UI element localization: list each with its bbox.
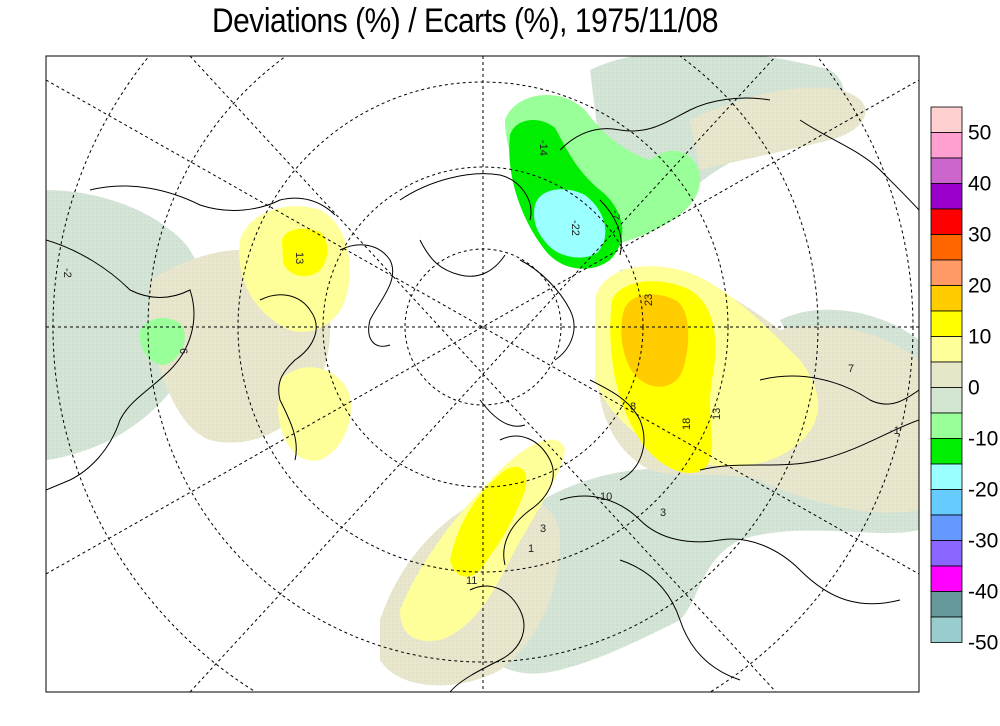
- contour-label: -22: [569, 220, 581, 236]
- legend-swatch: [930, 540, 963, 567]
- field-plus20-orange: [621, 294, 689, 387]
- legend-swatch: [930, 361, 963, 388]
- legend-tick-label: 10: [968, 326, 991, 349]
- legend-tick-label: 20: [968, 275, 991, 298]
- legend-swatch: [930, 132, 963, 159]
- legend-tick-label: -10: [968, 428, 998, 451]
- contour-label: 8: [630, 401, 636, 413]
- legend-tick-label: 30: [968, 224, 991, 247]
- contour-label: 11: [466, 575, 477, 587]
- map-title: Deviations (%) / Ecarts (%), 1975/11/08: [211, 2, 719, 40]
- legend-tick-label: 50: [968, 122, 991, 145]
- legend-swatch: [930, 336, 963, 363]
- contour-label: 7: [848, 363, 854, 375]
- contour-label: 6: [177, 348, 189, 354]
- contour-label: -7: [609, 210, 621, 220]
- field-minus30-cyan: [534, 189, 606, 258]
- contour-label: 10: [600, 491, 612, 503]
- contour-label: -1: [890, 425, 900, 437]
- legend-swatch: [930, 285, 963, 312]
- contour-label: 3: [660, 507, 666, 519]
- legend-swatch: [930, 310, 963, 337]
- legend-swatch: [930, 106, 963, 133]
- legend-swatch: [930, 514, 963, 541]
- legend-tick-label: -40: [968, 581, 998, 604]
- legend-swatch: [930, 234, 963, 261]
- legend-swatch: [930, 208, 963, 235]
- contour-label: 23: [643, 294, 655, 306]
- legend-swatch: [930, 412, 963, 439]
- contour-label: -14: [537, 140, 549, 156]
- legend-swatch: [930, 259, 963, 286]
- legend-tick-label: 0: [968, 377, 980, 400]
- contour-label: 3: [540, 523, 546, 535]
- legend-swatch: [930, 387, 963, 414]
- legend-swatch: [930, 463, 963, 490]
- legend: 50 40 30 20 10 0 -10 -20 -30 -40 -50: [930, 106, 998, 655]
- legend-tick-label: 40: [968, 173, 991, 196]
- legend-swatch: [930, 616, 963, 643]
- contour-label: 13: [711, 408, 723, 420]
- contour-label: -2: [61, 268, 73, 278]
- legend-tick-label: -50: [968, 632, 998, 655]
- legend-swatch: [930, 157, 963, 184]
- legend-swatch: [930, 591, 963, 618]
- contour-label: 18: [681, 418, 693, 430]
- legend-swatch: [930, 565, 963, 592]
- legend-tick-label: -20: [968, 479, 998, 502]
- contour-label: 13: [293, 252, 305, 264]
- coastlines: [46, 97, 919, 692]
- legend-swatch: [930, 183, 963, 210]
- legend-swatch: [930, 438, 963, 465]
- legend-tick-label: -30: [968, 530, 998, 553]
- legend-swatch: [930, 489, 963, 516]
- map-frame: [45, 55, 920, 693]
- contour-label: 1: [528, 543, 534, 555]
